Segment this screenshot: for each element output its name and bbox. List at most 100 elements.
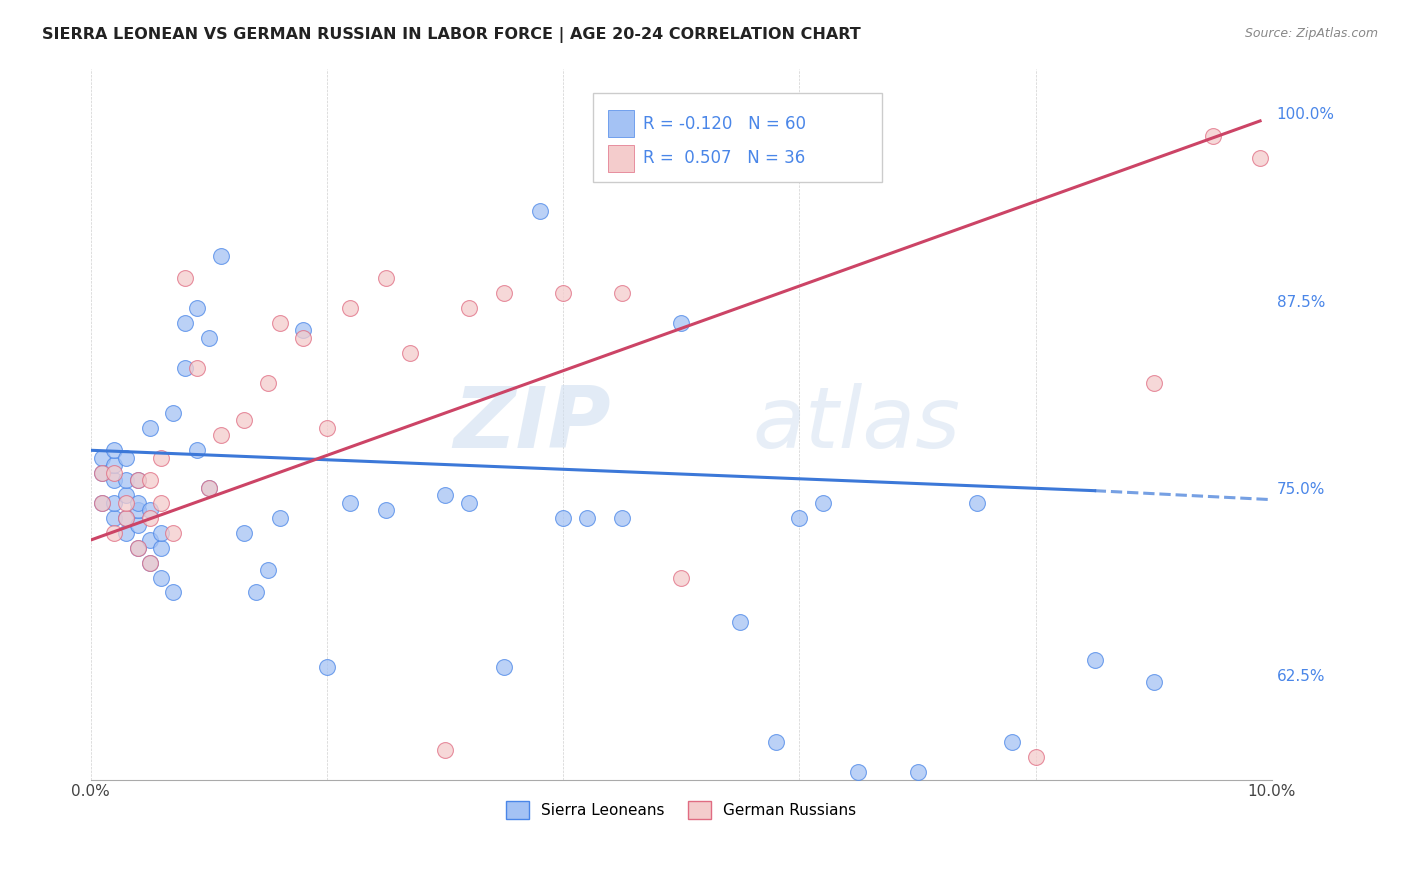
Point [457,496,479,510]
Point [1025,750,1047,764]
Point [91,466,114,480]
Point [127,473,149,487]
Point [434,742,457,756]
Point [138,533,160,547]
Point [374,503,396,517]
Point [150,570,173,584]
Point [197,331,219,345]
Text: SIERRA LEONEAN VS GERMAN RUSSIAN IN LABOR FORCE | AGE 20-24 CORRELATION CHART: SIERRA LEONEAN VS GERMAN RUSSIAN IN LABO… [42,27,860,43]
Text: Source: ZipAtlas.com: Source: ZipAtlas.com [1244,27,1378,40]
Point [245,585,267,599]
Point [174,271,197,285]
Point [269,316,291,330]
Point [374,271,396,285]
Point [1249,152,1271,166]
Point [127,496,149,510]
Point [103,443,125,458]
Point [315,660,337,674]
Point [127,503,149,517]
Point [186,360,208,375]
Point [91,466,114,480]
Point [292,331,315,345]
Point [848,765,870,780]
Bar [607,111,634,137]
Point [91,450,114,465]
Point [292,324,315,338]
Point [174,316,197,330]
Point [907,765,929,780]
Point [103,525,125,540]
Point [138,556,160,570]
Point [434,488,457,502]
Point [1143,376,1166,390]
Point [103,510,125,524]
Point [103,458,125,473]
Point [127,518,149,533]
Point [765,735,787,749]
Point [1084,653,1107,667]
Point [315,421,337,435]
Point [966,496,988,510]
Point [138,556,160,570]
Text: ZIP: ZIP [453,383,610,466]
Point [162,406,184,420]
Point [138,421,160,435]
Text: R = -0.120   N = 60: R = -0.120 N = 60 [644,115,807,133]
Point [115,496,138,510]
Point [789,510,811,524]
Point [553,286,575,301]
Point [91,496,114,510]
Point [162,525,184,540]
Point [127,541,149,555]
Point [811,496,834,510]
Text: atlas: atlas [752,383,960,466]
Point [174,360,197,375]
FancyBboxPatch shape [593,94,882,182]
Point [115,473,138,487]
Point [115,450,138,465]
Point [671,570,693,584]
Point [91,496,114,510]
Point [186,443,208,458]
Point [457,301,479,315]
Point [197,481,219,495]
Point [138,503,160,517]
Point [115,488,138,502]
Point [339,301,361,315]
Point [233,413,256,427]
Point [575,510,598,524]
Point [269,510,291,524]
Legend: Sierra Leoneans, German Russians: Sierra Leoneans, German Russians [501,795,862,825]
Point [186,301,208,315]
Point [339,496,361,510]
Point [1143,675,1166,690]
Point [127,473,149,487]
Bar [607,145,634,171]
Point [138,510,160,524]
Point [103,473,125,487]
Point [494,286,516,301]
Point [494,660,516,674]
Point [612,510,634,524]
Point [612,286,634,301]
Point [256,563,278,577]
Point [197,481,219,495]
Point [553,510,575,524]
Point [115,510,138,524]
Point [138,473,160,487]
Point [127,541,149,555]
Point [233,525,256,540]
Point [1202,128,1225,143]
Point [150,450,173,465]
Point [256,376,278,390]
Point [162,585,184,599]
Point [103,496,125,510]
Point [398,346,420,360]
Text: R =  0.507   N = 36: R = 0.507 N = 36 [644,149,806,167]
Point [150,525,173,540]
Point [209,428,232,442]
Point [115,510,138,524]
Point [209,249,232,263]
Point [115,525,138,540]
Point [103,466,125,480]
